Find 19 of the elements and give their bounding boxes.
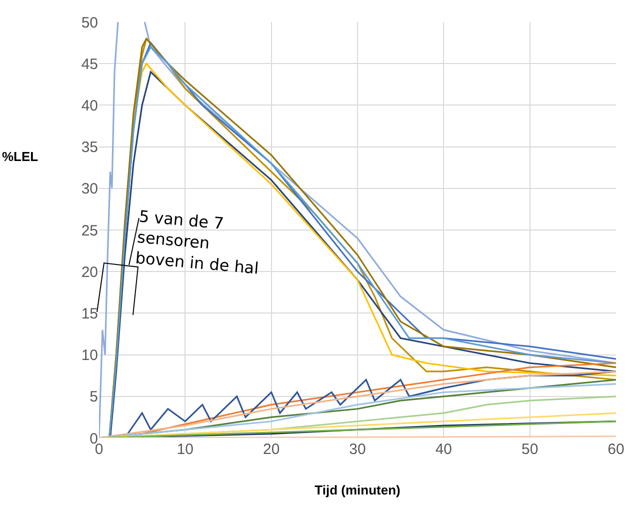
y-tick-label: 30	[81, 180, 98, 198]
x-tick-label: 10	[176, 441, 194, 458]
x-tick-label: 40	[435, 441, 452, 458]
annotation: 5 van de 7 sensoren boven in de hal	[134, 206, 260, 278]
y-tick-label: 25	[81, 222, 98, 240]
y-tick-label: 35	[81, 139, 98, 156]
y-tick-label: 10	[81, 347, 98, 364]
y-tick-label: 50	[81, 14, 98, 32]
y-tick-label: 45	[81, 56, 98, 73]
x-tick-label: 50	[521, 441, 538, 458]
y-tick-label: 15	[81, 305, 98, 322]
x-tick-label: 20	[262, 441, 280, 458]
x-tick-label: 30	[349, 441, 366, 458]
y-tick-label: 5	[90, 388, 98, 406]
y-tick-label: 20	[81, 264, 98, 281]
x-axis-title: Tijd (minuten)	[314, 482, 400, 498]
y-axis-title: %LEL	[2, 149, 38, 164]
x-tick-label: 60	[608, 441, 624, 458]
y-tick-label: 40	[81, 97, 98, 114]
